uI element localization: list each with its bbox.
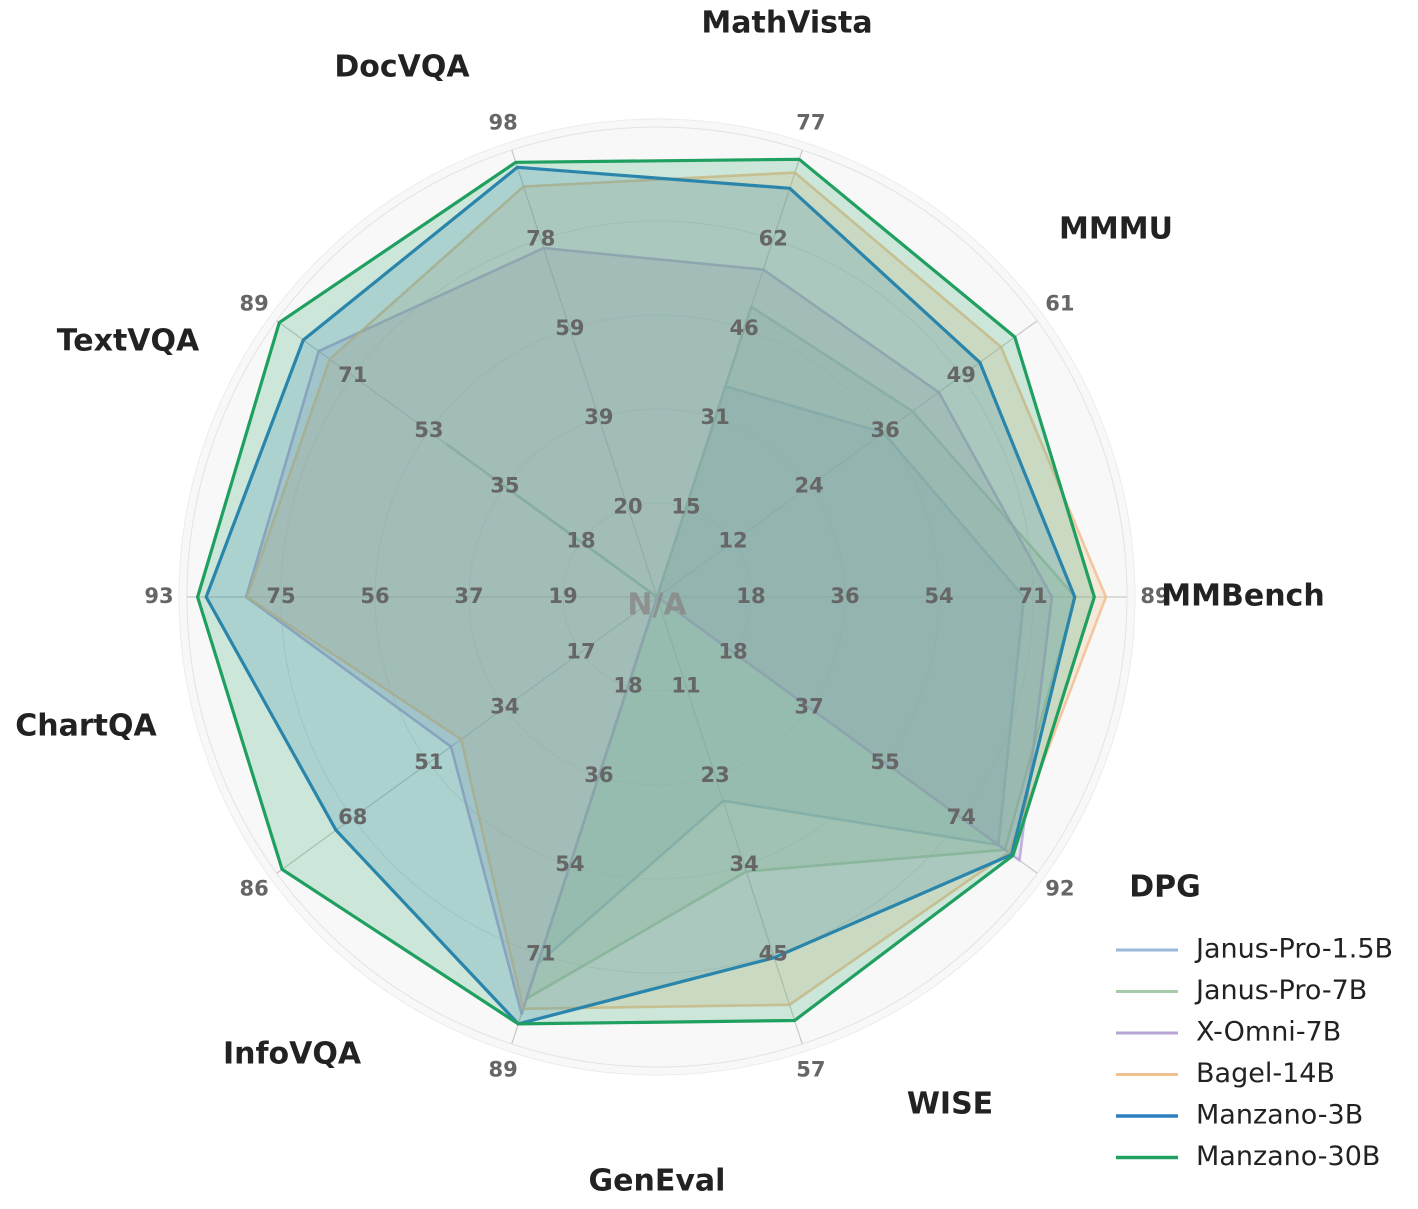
series-polygon-janus-pro-7b (445, 305, 1077, 1001)
axis-label-dpg: DPG (1129, 870, 1201, 905)
tick-label: 23 (700, 763, 729, 787)
tick-label: 37 (794, 695, 823, 719)
tick-label: 37 (454, 584, 483, 608)
legend-entry: Janus-Pro-1.5B (1194, 934, 1393, 965)
tick-label: 36 (584, 763, 613, 787)
tick-label: 18 (566, 529, 595, 553)
tick-label: 34 (729, 852, 758, 876)
tick-label: 20 (613, 495, 642, 519)
series-polygon-bagel-14b (245, 171, 1108, 1011)
tick-label: 31 (700, 405, 729, 429)
tick-label: 86 (239, 877, 268, 901)
tick-label: 54 (924, 584, 953, 608)
tick-label: 11 (671, 673, 700, 697)
tick-label: 53 (414, 418, 443, 442)
tick-label: 68 (338, 805, 367, 829)
tick-label: 36 (830, 584, 859, 608)
tick-label: 15 (671, 495, 700, 519)
legend-entry: Manzano-3B (1196, 1100, 1363, 1131)
tick-label: 24 (794, 474, 823, 498)
tick-label: 36 (870, 418, 899, 442)
tick-label: 78 (526, 226, 555, 250)
tick-label: 54 (555, 852, 584, 876)
series-polygon-manzano-30b (196, 157, 1096, 1026)
tick-label: 89 (1140, 584, 1169, 608)
axis-label-docvqa: DocVQA (334, 50, 470, 85)
tick-label: 46 (729, 316, 758, 340)
tick-label: 61 (1045, 291, 1074, 315)
tick-label: 77 (796, 110, 825, 134)
tick-label: 62 (759, 226, 788, 250)
legend-entry: Manzano-30B (1196, 1141, 1380, 1172)
tick-label: 89 (488, 1058, 517, 1082)
center-label: N/A (627, 588, 687, 623)
tick-label: 12 (718, 529, 747, 553)
radar-series (196, 157, 1108, 1026)
tick-label: 71 (338, 363, 367, 387)
tick-label: 71 (526, 942, 555, 966)
tick-label: 18 (736, 584, 765, 608)
legend-entry: Bagel-14B (1196, 1058, 1335, 1089)
tick-label: 17 (566, 639, 595, 663)
tick-label: 34 (490, 695, 519, 719)
tick-label: 59 (555, 316, 584, 340)
tick-label: 51 (414, 750, 443, 774)
tick-label: 74 (947, 805, 976, 829)
tick-label: 35 (490, 474, 519, 498)
tick-label: 18 (613, 673, 642, 697)
tick-label: 55 (870, 750, 899, 774)
legend: Janus-Pro-1.5B Janus-Pro-7B X-Omni-7B Bagel… (1116, 934, 1393, 1172)
axis-label-infovqa: InfoVQA (223, 1037, 362, 1072)
axis-spoke (656, 320, 1038, 598)
tick-label: 57 (796, 1058, 825, 1082)
axis-spoke (276, 596, 658, 874)
tick-label: 56 (360, 584, 389, 608)
axis-label-mmmu: MMMU (1059, 212, 1173, 247)
tick-label: 92 (1045, 877, 1074, 901)
tick-label: 19 (548, 584, 577, 608)
tick-label: 18 (718, 639, 747, 663)
axis-label-chartqa: ChartQA (15, 709, 157, 744)
series-polygon-manzano-3b (204, 165, 1077, 1026)
radar-tick-labels: 18 36 54 71 89 12 24 36 49 61 15 31 46 62 77 20 39 59 78 98… (144, 110, 1169, 1081)
tick-label: 49 (947, 363, 976, 387)
tick-label: 75 (266, 584, 295, 608)
tick-label: 45 (759, 942, 788, 966)
axis-label-geneval: GenEval (589, 1164, 726, 1199)
axis-spoke (656, 596, 803, 1045)
tick-label: 71 (1018, 584, 1047, 608)
axis-label-wise: WISE (907, 1087, 993, 1122)
tick-label: 39 (584, 405, 613, 429)
legend-entry: Janus-Pro-7B (1194, 975, 1367, 1006)
radar-axis-labels: MMBench MMMU MathVista DocVQA TextVQA ChartQA… (15, 6, 1324, 1199)
legend-entry: X-Omni-7B (1196, 1017, 1341, 1048)
axis-label-textvqa: TextVQA (57, 324, 200, 359)
tick-label: 89 (239, 291, 268, 315)
axis-spoke (511, 149, 658, 598)
axis-label-mathvista: MathVista (701, 6, 872, 41)
tick-label: 98 (488, 110, 517, 134)
axis-label-mmbench: MMBench (1161, 579, 1324, 614)
tick-label: 93 (144, 584, 173, 608)
